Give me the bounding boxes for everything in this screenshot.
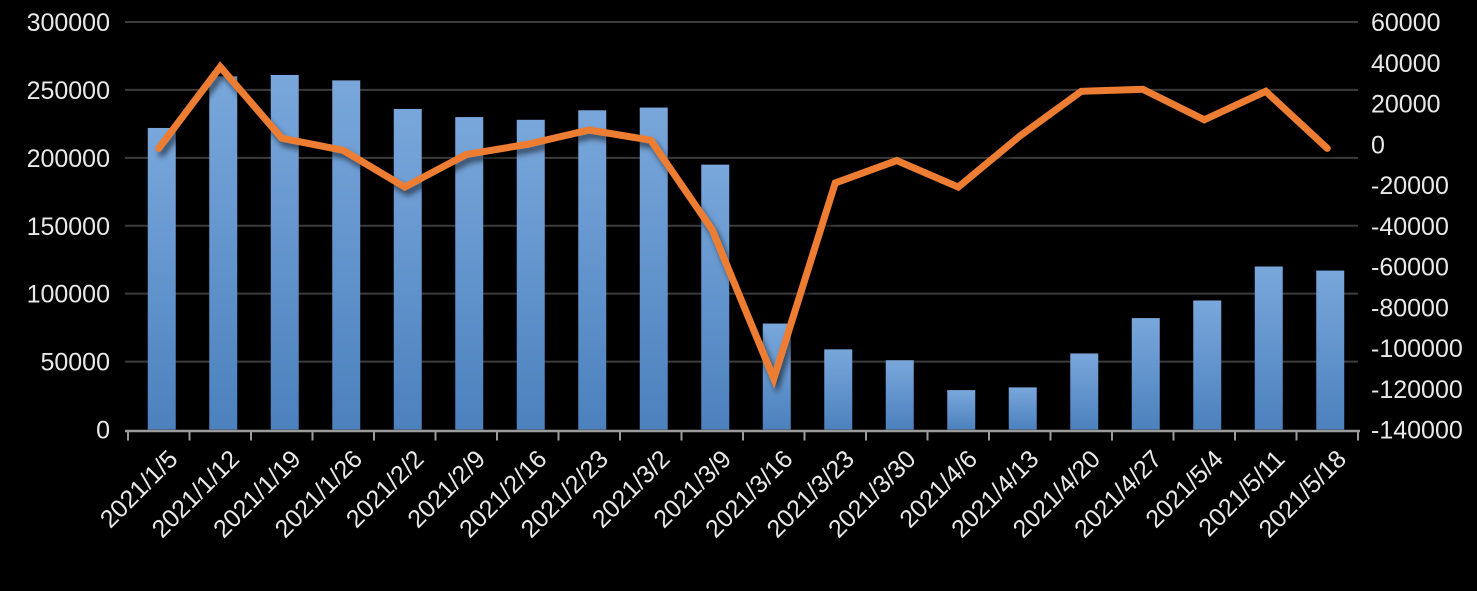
y-axis-left-label: 200000 — [27, 145, 110, 173]
bar-2021/4/6[interactable] — [947, 390, 976, 430]
y-axis-left-label: 250000 — [27, 77, 110, 105]
y-axis-right: 60000 40000 20000 0 -20000 -40000 -60000 -80000… — [1371, 9, 1463, 445]
y-axis-right-label: -40000 — [1371, 213, 1449, 241]
bar-2021/5/4[interactable] — [1193, 300, 1222, 430]
bar-2021/2/23[interactable] — [578, 110, 607, 430]
bar-2021/3/30[interactable] — [885, 360, 914, 430]
y-axis-left-label: 100000 — [27, 281, 110, 309]
y-axis-right-label: -120000 — [1371, 376, 1463, 404]
bar-2021/1/12[interactable] — [209, 76, 238, 430]
bar-2021/4/20[interactable] — [1070, 353, 1099, 430]
y-axis-right-label: 40000 — [1371, 50, 1441, 78]
y-axis-left: 300000 250000 200000 150000 100000 50000 0 — [27, 9, 110, 445]
bar-2021/2/16[interactable] — [516, 119, 545, 430]
bar-2021/2/2[interactable] — [393, 108, 422, 430]
y-axis-right-label: 20000 — [1371, 91, 1441, 119]
bar-2021/4/27[interactable] — [1131, 318, 1160, 430]
bar-2021/5/11[interactable] — [1254, 266, 1283, 430]
y-axis-right-label: -80000 — [1371, 294, 1449, 322]
bar-series — [147, 74, 1345, 430]
bar-2021/4/13[interactable] — [1008, 387, 1037, 430]
line-series[interactable] — [155, 61, 1331, 389]
gridlines — [125, 21, 1358, 363]
x-axis — [125, 429, 1360, 441]
y-axis-left-label: 150000 — [27, 213, 110, 241]
y-axis-right-label: 60000 — [1371, 9, 1441, 37]
y-axis-left-label: 50000 — [40, 349, 110, 377]
bar-2021/5/18[interactable] — [1316, 270, 1345, 430]
y-axis-right-label: -20000 — [1371, 172, 1449, 200]
y-axis-right-label: 0 — [1371, 131, 1385, 159]
y-axis-left-label: 0 — [96, 417, 110, 445]
bar-2021/3/23[interactable] — [824, 349, 853, 430]
y-axis-right-label: -140000 — [1371, 417, 1463, 445]
y-axis-left-label: 300000 — [27, 9, 110, 37]
y-axis-right-label: -100000 — [1371, 335, 1463, 363]
bar-2021/2/9[interactable] — [455, 117, 484, 430]
bar-2021/3/9[interactable] — [701, 164, 730, 430]
bar-2021/1/5[interactable] — [147, 127, 176, 430]
y-axis-right-label: -60000 — [1371, 254, 1449, 282]
bar-2021/1/26[interactable] — [332, 80, 361, 430]
x-axis-labels: 2021/1/52021/1/122021/1/192021/1/262021/… — [95, 445, 1352, 544]
